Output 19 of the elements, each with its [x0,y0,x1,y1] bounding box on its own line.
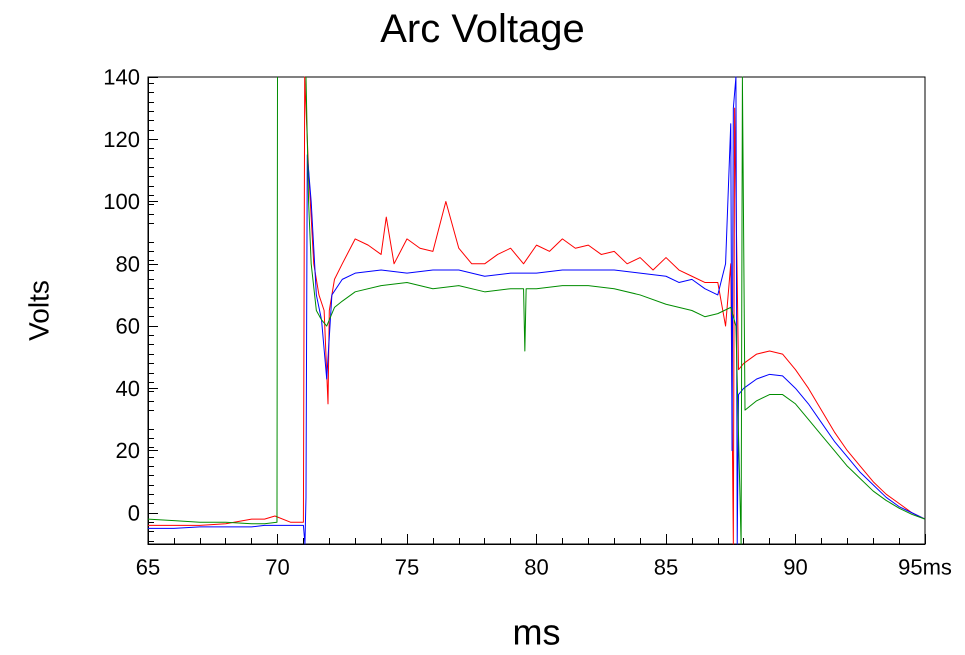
y-tick-label: 40 [116,376,140,401]
x-tick-label: 95ms [898,554,952,580]
y-tick-label: 80 [116,251,140,276]
x-tick-label: 70 [265,554,290,580]
y-tick-label: 120 [103,126,140,152]
y-tick-label: 100 [103,189,140,214]
chart-title: Arc Voltage [380,7,585,51]
y-tick-label: 0 [128,500,140,526]
y-tick-label: 60 [116,314,140,339]
y-tick-label: 20 [116,438,140,464]
y-axis-title: Volts [24,280,54,341]
line-series [148,76,926,544]
x-axis-title: ms [512,612,560,652]
x-tick-label: 80 [524,554,549,580]
x-tick-label: 85 [654,554,678,580]
x-tick-label: 90 [783,554,808,580]
y-tick-label: 140 [103,64,140,90]
x-tick-label: 65 [136,554,160,580]
x-tick-label: 75 [394,554,420,580]
